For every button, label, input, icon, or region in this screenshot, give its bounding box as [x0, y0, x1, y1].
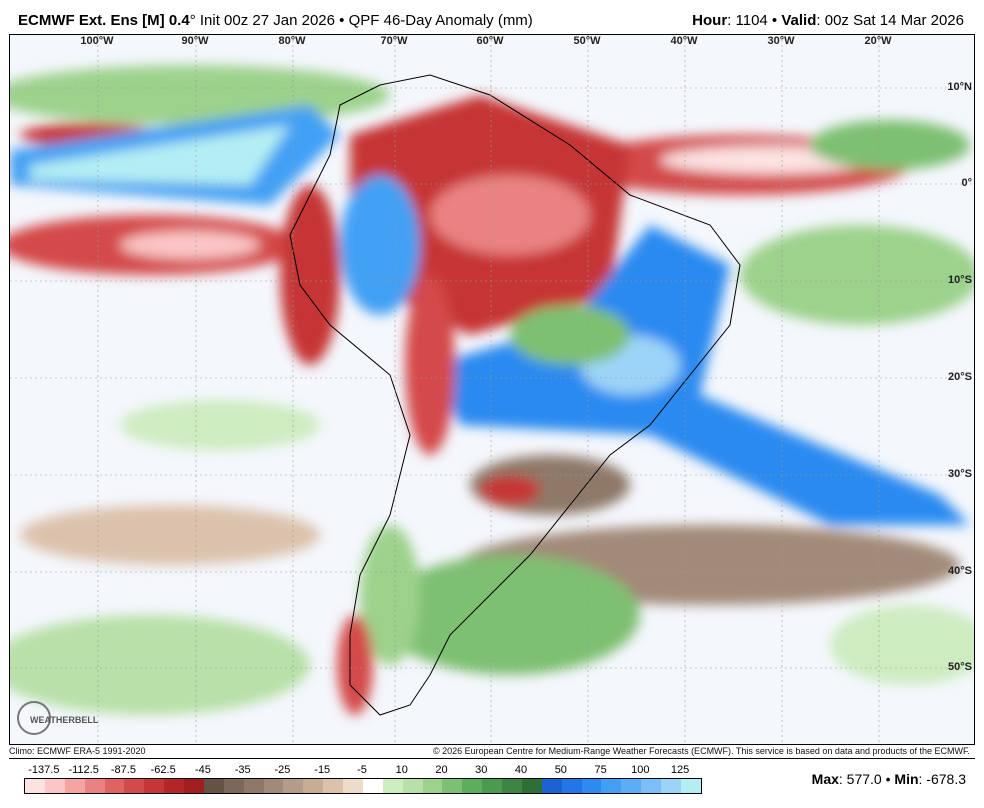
colorbar-swatch — [64, 779, 85, 793]
colorbar-swatch — [84, 779, 105, 793]
colorbar-swatch — [661, 779, 681, 793]
copyright: © 2026 European Centre for Medium-Range … — [432, 746, 970, 756]
lon-label: 60°W — [476, 35, 504, 47]
colorbar-swatch — [581, 779, 602, 793]
colorbar-swatch — [422, 779, 443, 793]
colorbar-swatch — [124, 779, 145, 793]
colorbar-swatch — [223, 779, 244, 793]
colorbar-swatch — [25, 779, 45, 793]
colorbar-swatch — [402, 779, 423, 793]
lat-label: 0° — [961, 177, 972, 189]
colorbar-label: -112.5 — [68, 764, 99, 776]
map-title: ECMWF Ext. Ens [M] 0.4° Init 00z 27 Jan … — [18, 12, 533, 29]
colorbar-swatch — [104, 779, 125, 793]
colorbar-label: 75 — [594, 764, 607, 776]
colorbar-swatch — [601, 779, 622, 793]
lon-label: 90°W — [181, 35, 209, 47]
colorbar-label: -5 — [357, 764, 367, 776]
colorbar-label: -35 — [234, 764, 251, 776]
lon-label: 30°W — [767, 35, 795, 47]
lon-label: 80°W — [278, 35, 306, 47]
colorbar-swatch — [164, 779, 184, 793]
colorbar-swatch — [541, 779, 562, 793]
colorbar-swatch — [462, 779, 483, 793]
colorbar-swatch — [502, 779, 522, 793]
colorbar-swatch — [442, 779, 463, 793]
lat-label: 20°S — [948, 371, 972, 383]
lat-label: 10°N — [947, 81, 972, 93]
colorbar-swatch — [343, 779, 363, 793]
colorbar-swatch — [680, 779, 701, 793]
colorbar-label: -62.5 — [150, 764, 176, 776]
valid-time: Hour: 1104 • Valid: 00z Sat 14 Mar 2026 — [692, 12, 964, 29]
colorbar-swatch — [641, 779, 661, 793]
colorbar-swatch — [243, 779, 264, 793]
anomaly-blue-brazil — [430, 225, 970, 525]
anomaly-green-north — [10, 65, 390, 125]
divider — [9, 758, 975, 759]
colorbar-label: -15 — [314, 764, 331, 776]
colorbar-swatch — [144, 779, 165, 793]
precip-anomaly-map: WEATHERBELL — [9, 34, 975, 745]
colorbar-label: -25 — [274, 764, 291, 776]
max-min-stats: Max: 577.0 • Min: -678.3 — [811, 771, 966, 787]
weatherbell-logo: WEATHERBELL — [17, 701, 99, 735]
lat-label: 30°S — [948, 468, 972, 480]
colorbar-swatch — [303, 779, 324, 793]
colorbar-swatch — [382, 779, 403, 793]
colorbar-swatch — [263, 779, 284, 793]
colorbar-swatch — [482, 779, 502, 793]
anomaly-red-andes — [280, 185, 340, 365]
lat-label: 40°S — [948, 565, 972, 577]
colorbar-swatch — [323, 779, 343, 793]
colorbar-label: 20 — [435, 764, 448, 776]
lon-label: 70°W — [380, 35, 408, 47]
coastline — [289, 74, 741, 716]
lon-label: 20°W — [864, 35, 892, 47]
colorbar-swatch — [44, 779, 65, 793]
lon-label: 50°W — [573, 35, 601, 47]
colorbar-label: 10 — [395, 764, 408, 776]
colorbar-labels: -137.5 -112.5 -87.5 -62.5 -45 -35 -25 -15 -5 10 20… — [24, 764, 700, 776]
colorbar-label: 40 — [514, 764, 528, 776]
colorbar-label: -137.5 — [28, 764, 60, 776]
colorbar-label: 125 — [670, 764, 690, 776]
colorbar-swatch — [184, 779, 204, 793]
colorbar-label: -87.5 — [110, 764, 136, 776]
colorbar-swatch — [203, 779, 224, 793]
lon-label: 100°W — [80, 35, 114, 47]
colorbar-label: 100 — [631, 764, 650, 776]
colorbar-swatch — [621, 779, 642, 793]
colorbar-swatch — [561, 779, 582, 793]
colorbar — [24, 778, 702, 794]
colorbar-swatch — [362, 779, 383, 793]
logo-text: WEATHERBELL — [30, 715, 99, 725]
climo-note: Climo: ECMWF ERA-5 1991-2020 — [9, 746, 146, 756]
lon-label: 40°W — [670, 35, 698, 47]
colorbar-label: 50 — [554, 764, 567, 776]
lat-label: 50°S — [948, 661, 972, 673]
colorbar-label: 30 — [475, 764, 488, 776]
colorbar-swatch — [521, 779, 542, 793]
colorbar-swatch — [283, 779, 304, 793]
colorbar-label: -45 — [194, 764, 211, 776]
lat-label: 10°S — [948, 274, 972, 286]
map-field: WEATHERBELL — [10, 35, 974, 744]
